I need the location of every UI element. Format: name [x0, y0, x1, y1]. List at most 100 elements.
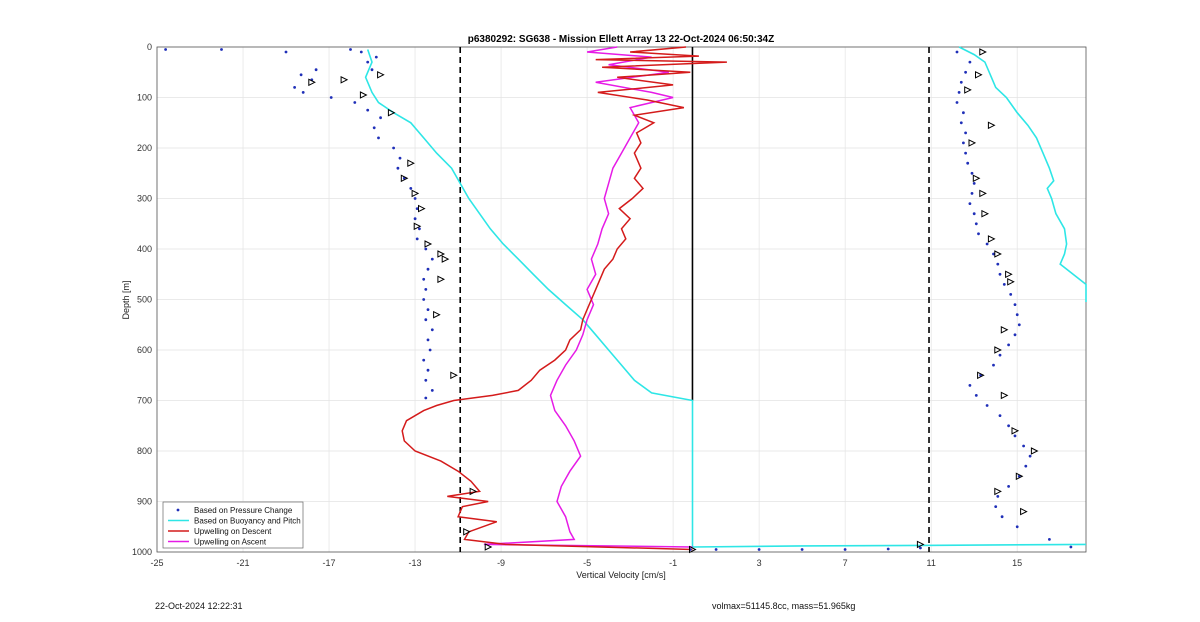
triangle-marker: [400, 174, 409, 183]
triangle-marker: [484, 543, 493, 551]
legend: Based on Pressure Change Based on Buoyanc…: [162, 501, 304, 549]
pressure-change-point: [964, 131, 967, 135]
pressure-change-point: [377, 136, 380, 140]
pressure-change-point: [293, 86, 296, 89]
pressure-change-point: [353, 101, 357, 104]
pressure-change-point: [374, 55, 378, 59]
pressure-change-point: [370, 68, 374, 72]
pressure-change-point: [1048, 538, 1051, 541]
triangle-marker: [441, 255, 450, 263]
pressure-change-point: [396, 166, 400, 170]
pressure-change-point: [426, 338, 430, 342]
grid-lines: [156, 46, 1086, 553]
x-tick-label: -9: [497, 558, 505, 568]
pressure-change-point: [972, 182, 976, 185]
pressure-change-point: [968, 384, 972, 387]
triangle-marker: [433, 310, 441, 319]
pressure-change-point: [409, 187, 413, 190]
pressure-change-point: [985, 242, 989, 246]
pressure-change-point: [426, 308, 430, 311]
pressure-change-point: [422, 358, 426, 362]
x-axis-label: Vertical Velocity [cm/s]: [576, 570, 666, 580]
x-tick-label: 11: [926, 558, 935, 568]
pressure-change-point: [424, 318, 428, 322]
pressure-change-point: [415, 237, 419, 241]
triangle-marker: [977, 371, 985, 380]
pressure-change-point: [977, 232, 980, 236]
triangle-marker: [994, 346, 1002, 354]
pressure-change-point: [714, 548, 718, 551]
pressure-change-point: [955, 101, 959, 104]
pressure-change-point: [998, 272, 1002, 276]
x-tick-label: -21: [237, 558, 250, 568]
pressure-change-point: [996, 495, 1000, 498]
pressure-change-point: [757, 548, 761, 551]
pressure-change-point: [426, 368, 430, 372]
x-tick-label: 3: [757, 558, 762, 568]
pressure-change-point: [415, 207, 419, 211]
pressure-change-point: [349, 48, 352, 51]
triangle-marker: [424, 240, 433, 248]
pressure-change-point: [1015, 313, 1019, 317]
pressure-change-point: [974, 222, 978, 226]
reference-lines: [459, 47, 930, 552]
y-tick-label: 500: [137, 295, 152, 305]
pressure-change-point: [1028, 454, 1032, 458]
triangle-marker: [987, 121, 996, 130]
pressure-change-point: [398, 156, 402, 160]
pressure-change-point: [424, 247, 428, 251]
y-tick-label: 200: [137, 143, 152, 153]
triangle-marker: [1015, 472, 1024, 481]
triangle-marker: [1020, 507, 1028, 516]
triangle-marker: [359, 91, 368, 99]
pressure-change-point: [966, 161, 970, 165]
pressure-change-point: [964, 151, 967, 155]
pressure-change-point: [962, 111, 965, 115]
pressure-change-point: [372, 126, 376, 130]
triangle-marker: [1005, 270, 1013, 279]
pressure-change-point: [962, 141, 965, 145]
legend-entry: Based on Pressure Change: [194, 506, 293, 515]
pressure-change-point: [996, 262, 1000, 266]
pressure-change-point: [424, 288, 428, 291]
pressure-change-point: [424, 396, 428, 400]
pressure-change-point: [284, 50, 288, 54]
footer-vehicle-stats: volmax=51145.8cc, mass=51.965kg: [712, 601, 856, 611]
x-tick-label: -13: [409, 558, 422, 568]
series-layer: [164, 46, 1087, 554]
pressure-change-point: [430, 389, 434, 392]
pressure-change-point: [1013, 333, 1017, 337]
pressure-change-point: [1069, 545, 1073, 549]
pressure-change-point: [964, 70, 967, 74]
y-axis-label: Depth [m]: [121, 280, 131, 319]
pressure-change-point: [379, 116, 382, 120]
pressure-change-point: [1013, 303, 1017, 306]
upwelling-ascent-line: [483, 46, 693, 548]
pressure-change-point: [299, 73, 303, 77]
pressure-change-point: [1007, 343, 1010, 347]
pressure-change-point: [422, 298, 426, 301]
pressure-change-point: [1015, 525, 1019, 529]
chart-title: p6380292: SG638 - Mission Ellett Array 1…: [468, 34, 774, 45]
pressure-change-point: [843, 548, 847, 551]
y-tick-label: 400: [137, 244, 152, 254]
legend-entry: Based on Buoyancy and Pitch: [194, 517, 301, 526]
triangle-marker: [377, 70, 385, 79]
pressure-change-point: [974, 394, 978, 397]
pressure-change-point: [992, 363, 995, 367]
buoyancy-pitch-line: [692, 543, 1087, 548]
triangle-marker: [469, 487, 478, 496]
pressure-change-point: [366, 60, 370, 64]
pressure-change-point: [970, 171, 974, 175]
y-tick-labels: 0 100 200 300 400 500 600 700 800 900 1000: [132, 42, 152, 557]
pressure-change-point: [959, 80, 963, 84]
pressure-change-point: [959, 121, 963, 125]
x-tick-labels: -25 -21 -17 -13 -9 -5 -1 3 7 11 15: [150, 558, 1022, 568]
triangle-marker: [437, 275, 446, 284]
pressure-change-point: [972, 212, 976, 216]
pressure-change-point: [985, 404, 989, 407]
legend-entry: Upwelling on Descent: [194, 527, 272, 536]
pressure-change-point: [329, 96, 333, 99]
pressure-change-point: [1002, 283, 1006, 286]
buoyancy-pitch-line: [958, 46, 1087, 302]
